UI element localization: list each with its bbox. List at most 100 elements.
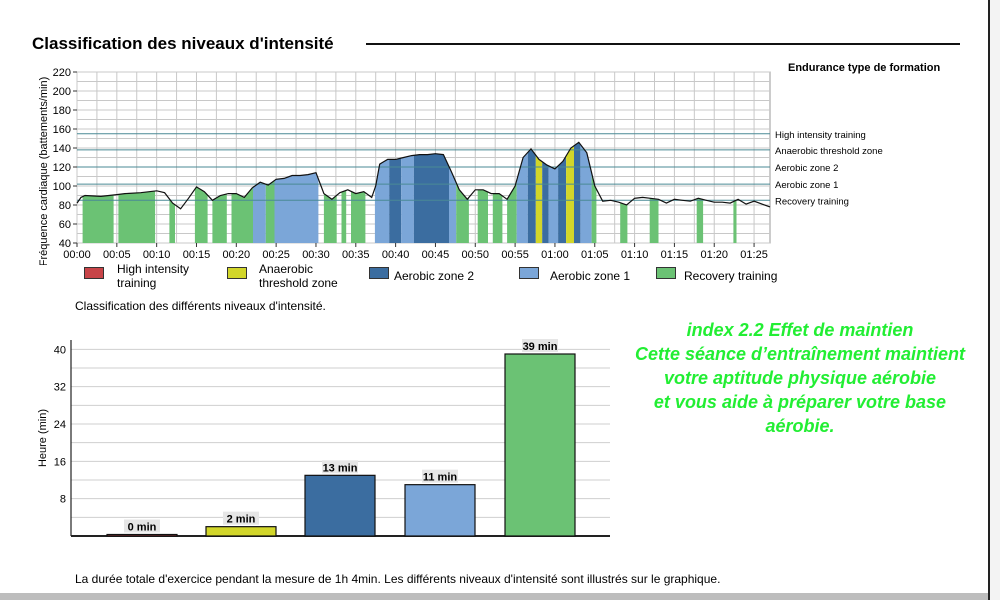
y-tick-label: 200 (53, 86, 71, 98)
hr-zone-segment-recovery (733, 200, 737, 243)
hr-zone-segment-recovery (194, 186, 208, 243)
hr-zone-segment-aerobic2 (542, 161, 549, 243)
bar-label-bg (223, 511, 259, 525)
hr-zone-segment-recovery (323, 193, 337, 243)
hr-zone-segment-recovery (82, 194, 114, 243)
y-axis-label: Fréquence cardiaque (battements/min) (38, 77, 50, 265)
legend-swatch (84, 267, 104, 279)
bar-recovery (504, 353, 576, 537)
hr-zone-segment-anaerobic (566, 145, 574, 243)
hr-zone-segment-aerobic2 (527, 149, 536, 243)
y-tick-label: 140 (53, 143, 71, 155)
y-tick-label: 40 (54, 344, 66, 356)
bar-value-label: 0 min (128, 522, 157, 534)
x-tick-label: 00:15 (183, 249, 211, 261)
y-tick-label: 180 (53, 105, 71, 117)
x-tick-label: 00:45 (422, 249, 450, 261)
zone-line-label: High intensity training (775, 130, 866, 141)
y-tick-label: 40 (59, 238, 71, 250)
hr-zone-segment-recovery (477, 189, 488, 243)
hr-zone-segment-recovery (265, 180, 275, 243)
hr-zone-segment-aerobic1 (274, 172, 319, 243)
hr-chart-caption: Classification des différents niveaux d'… (75, 299, 326, 313)
legend-label: High intensity training (117, 262, 190, 290)
x-tick-label: 00:10 (143, 249, 171, 261)
page-title: Classification des niveaux d'intensité (32, 34, 334, 53)
x-tick-label: 00:40 (382, 249, 410, 261)
hr-zone-segment-anaerobic (535, 155, 543, 243)
y-tick-label: 120 (53, 162, 71, 174)
bar-label-bg (322, 460, 358, 474)
hr-zone-segment-aerobic1 (449, 166, 457, 243)
legend-swatch (227, 267, 247, 279)
hr-zone-segment-recovery (231, 187, 253, 243)
bar-aerobic1 (404, 484, 476, 537)
x-tick-label: 01:25 (740, 249, 768, 261)
y-tick-label: 100 (53, 181, 71, 193)
hr-zone-segment-recovery (591, 172, 597, 243)
x-tick-label: 01:10 (621, 249, 649, 261)
zone-line-label: Recovery training (775, 196, 849, 207)
hr-zone-segment-aerobic1 (516, 152, 528, 243)
legend-label: Aerobic zone 1 (550, 269, 631, 283)
effect-line-4: et vous aide à préparer votre base (653, 392, 947, 412)
hr-zone-segment-recovery (341, 190, 347, 243)
effect-line-5: aérobie. (765, 416, 835, 436)
hr-zone-segment-aerobic1 (580, 144, 592, 243)
y-axis-label: Heure (min) (37, 409, 49, 467)
intensity-bar-chart: 8 16 24 32 40 Heure (min) 0 min 2 min 13 min 11 m… (37, 339, 610, 537)
y-tick-label: 80 (59, 200, 71, 212)
x-tick-label: 01:00 (541, 249, 569, 261)
hr-zone-segment-recovery (118, 190, 156, 243)
effect-line-1: index 2.2 Effet de maintien (686, 320, 914, 340)
bar-value-label: 39 min (523, 341, 558, 353)
x-tick-label: 01:20 (700, 249, 728, 261)
x-tick-label: 00:00 (63, 249, 91, 261)
hr-zone-segment-recovery (351, 191, 366, 243)
bar-label-bg (522, 339, 558, 352)
hr-zone-segment-recovery (169, 198, 175, 243)
y-tick-label: 60 (59, 219, 71, 231)
heart-rate-chart: High intensity training Anaerobic thresho… (38, 62, 940, 265)
bar-label-bg (124, 519, 160, 533)
legend-swatch (369, 267, 389, 279)
legend-swatch (656, 267, 676, 279)
x-tick-label: 01:05 (581, 249, 609, 261)
hr-zone-segment-aerobic2 (574, 142, 581, 243)
bottom-scrollbar[interactable] (0, 593, 988, 600)
bar-label-bg (422, 469, 458, 483)
y-tick-label: 160 (53, 124, 71, 136)
y-tick-label: 8 (60, 494, 66, 506)
legend-label: Anaerobic threshold zone (259, 262, 338, 290)
y-tick-label: 220 (53, 67, 71, 79)
y-tick-label: 24 (54, 419, 66, 431)
x-tick-label: 00:05 (103, 249, 131, 261)
zone-line-label: Anaerobic threshold zone (775, 146, 883, 157)
hr-legend: High intensity training Anaerobic thresho… (80, 262, 800, 294)
y-tick-label: 16 (54, 456, 66, 468)
legend-label: Recovery training (684, 269, 778, 283)
hr-zone-segment-aerobic1 (374, 159, 390, 243)
zone-line-label: Aerobic zone 1 (775, 180, 838, 191)
summary-text: La durée totale d'exercice pendant la me… (75, 572, 721, 586)
window-border (988, 0, 1000, 600)
x-tick-label: 01:15 (661, 249, 689, 261)
bar-value-label: 2 min (227, 514, 256, 526)
y-tick-label: 32 (54, 382, 66, 394)
effect-line-3: votre aptitude physique aérobie (663, 368, 937, 388)
bar-aerobic2 (304, 474, 376, 537)
effect-line-2: Cette séance d’entraînement maintient (634, 344, 966, 364)
hr-zone-segment-aerobic1 (548, 165, 559, 243)
hr-zone-segment-aerobic1 (401, 155, 414, 243)
x-tick-label: 00:55 (501, 249, 529, 261)
x-tick-label: 00:20 (223, 249, 251, 261)
hr-zone-segment-recovery (649, 198, 659, 243)
legend-swatch (519, 267, 539, 279)
x-tick-label: 00:30 (302, 249, 330, 261)
hr-zone-segment-aerobic1 (253, 182, 266, 243)
hr-zone-segment-recovery (492, 193, 503, 243)
training-effect-text: index 2.2 Effet de maintien Cette séance… (600, 318, 1000, 438)
legend-label: Aerobic zone 2 (394, 269, 475, 283)
title-rule (366, 43, 960, 45)
hr-zone-segment-recovery (696, 198, 704, 243)
